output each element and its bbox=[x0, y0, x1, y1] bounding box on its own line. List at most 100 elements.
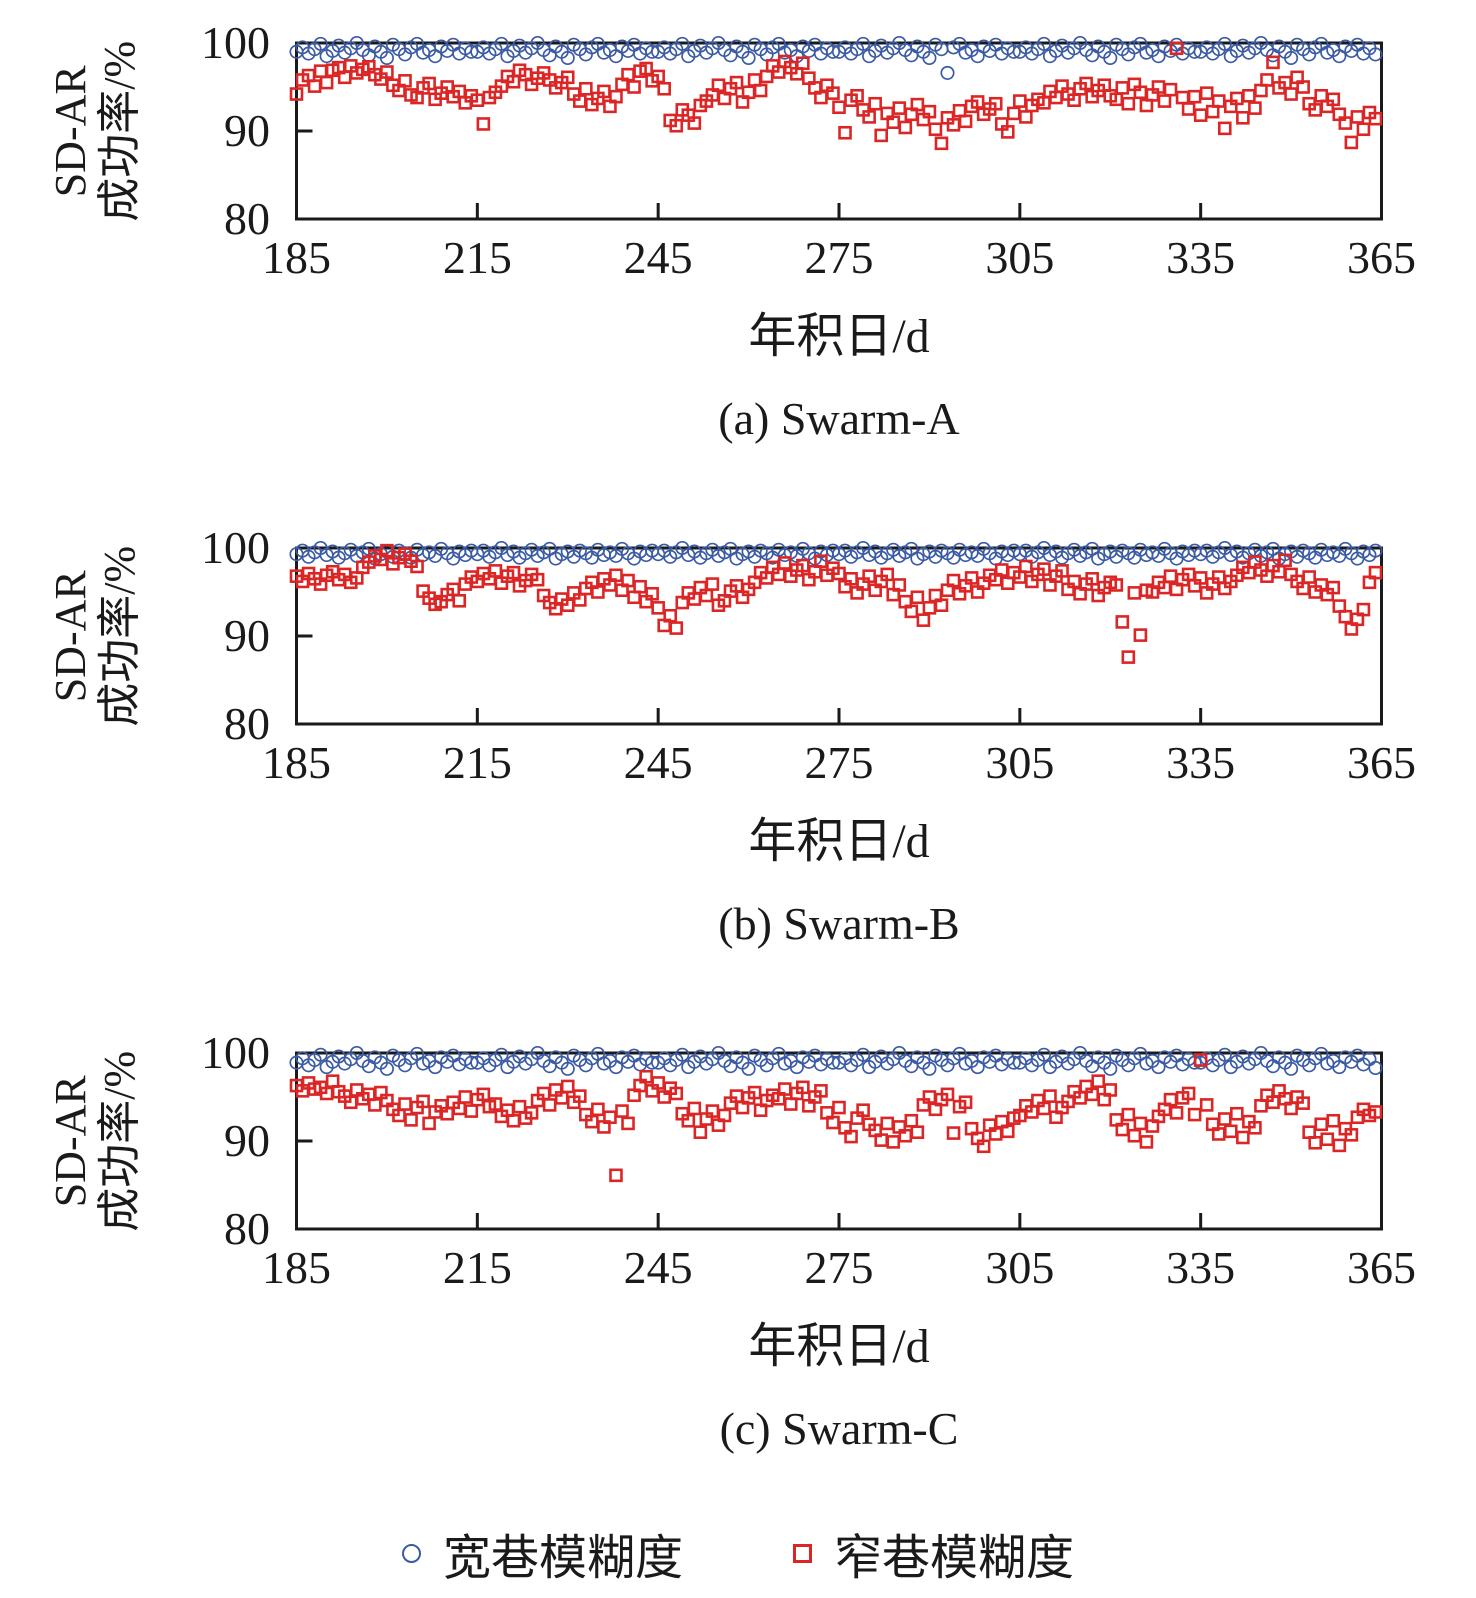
narrow-lane-point bbox=[573, 1089, 587, 1103]
narrow-lane-point bbox=[681, 1113, 696, 1128]
narrow-lane-point bbox=[1193, 108, 1208, 122]
legend: 宽巷模糊度 窄巷模糊度 bbox=[0, 1518, 1476, 1588]
narrow-lane-point bbox=[1248, 1121, 1262, 1135]
narrow-lane-point bbox=[1133, 1116, 1148, 1131]
narrow-lane-point bbox=[669, 621, 684, 635]
narrow-lane-point bbox=[1368, 565, 1383, 580]
narrow-lane-point bbox=[1109, 578, 1124, 592]
narrow-lane-point bbox=[1121, 1107, 1136, 1122]
narrow-lane-square-marker-icon bbox=[793, 1543, 812, 1563]
narrow-lane-point bbox=[844, 1129, 858, 1144]
wide-lane-point bbox=[922, 1061, 937, 1076]
narrow-lane-point bbox=[892, 101, 907, 115]
narrow-lane-point bbox=[777, 556, 792, 570]
narrow-lane-point bbox=[850, 88, 864, 103]
narrow-lane-point bbox=[934, 598, 949, 613]
wide-lane-point bbox=[1187, 44, 1202, 59]
y-tick-label: 100 bbox=[201, 1027, 270, 1078]
y-axis-label-line1: SD-AR bbox=[45, 64, 95, 198]
narrow-lane-point bbox=[1157, 94, 1172, 108]
narrow-lane-point bbox=[1236, 1130, 1250, 1145]
narrow-lane-point bbox=[747, 1085, 762, 1100]
subplot-caption-b: (b) Swarm-B bbox=[718, 898, 960, 949]
narrow-lane-point bbox=[1296, 80, 1310, 94]
narrow-lane-point bbox=[1181, 102, 1196, 116]
wide-lane-point bbox=[1036, 36, 1051, 51]
narrow-lane-point bbox=[615, 1104, 629, 1118]
narrow-lane-point bbox=[524, 1106, 539, 1120]
wide-lane-point bbox=[741, 50, 756, 66]
narrow-lane-point bbox=[916, 613, 931, 627]
narrow-lane-point bbox=[651, 69, 665, 84]
x-tick-label: 215 bbox=[442, 232, 512, 283]
narrow-lane-point bbox=[922, 601, 937, 615]
narrow-lane-point bbox=[560, 1079, 575, 1094]
narrow-lane-point bbox=[753, 83, 768, 98]
scatter-plot-swarm-b bbox=[289, 540, 1383, 726]
wide-lane-point bbox=[464, 1055, 479, 1070]
narrow-lane-point bbox=[1302, 570, 1316, 584]
narrow-lane-point bbox=[591, 585, 605, 599]
figure-panel-swarm-b: SD-AR 成功率/% 100 90 80 185 215 245 275 305 335 36… bbox=[0, 505, 1476, 1010]
narrow-lane-point bbox=[1224, 1124, 1238, 1139]
narrow-lane-point bbox=[1091, 1074, 1105, 1088]
x-tick-label: 365 bbox=[1347, 232, 1416, 283]
narrow-lane-point bbox=[826, 86, 840, 100]
narrow-lane-point bbox=[422, 1116, 436, 1131]
narrow-lane-point bbox=[862, 110, 876, 124]
narrow-lane-point bbox=[398, 74, 412, 88]
legend-item-narrow-lane: 窄巷模糊度 bbox=[793, 1518, 1074, 1588]
narrow-lane-point bbox=[946, 1126, 961, 1140]
wide-lane-circle-marker-icon bbox=[401, 1543, 421, 1563]
wide-lane-point bbox=[856, 36, 871, 51]
y-axis-label-line2: 成功率/% bbox=[94, 1050, 144, 1232]
x-tick-label: 185 bbox=[262, 737, 331, 788]
narrow-lane-point bbox=[1121, 96, 1136, 111]
narrow-lane-point bbox=[976, 1139, 991, 1154]
wide-lane-point bbox=[1103, 50, 1118, 66]
narrow-lane-point bbox=[1314, 1117, 1329, 1132]
narrow-lane-point bbox=[1217, 1112, 1232, 1126]
narrow-lane-point bbox=[832, 100, 846, 115]
narrow-lane-point bbox=[289, 87, 304, 101]
narrow-lane-point bbox=[313, 64, 328, 78]
wide-lane-point bbox=[1217, 1047, 1232, 1062]
narrow-lane-point bbox=[1115, 615, 1130, 629]
narrow-lane-point bbox=[856, 1103, 870, 1118]
y-tick-label: 90 bbox=[224, 105, 270, 156]
narrow-lane-point bbox=[838, 125, 852, 140]
narrow-lane-point bbox=[452, 593, 467, 608]
x-tick-label: 305 bbox=[985, 1242, 1055, 1293]
narrow-lane-point bbox=[796, 56, 810, 71]
plot-border bbox=[295, 41, 1383, 221]
x-tick-label: 275 bbox=[804, 737, 874, 788]
narrow-lane-point bbox=[958, 114, 973, 129]
narrow-lane-point bbox=[609, 89, 623, 104]
narrow-lane-point bbox=[319, 75, 334, 90]
narrow-lane-point bbox=[958, 1095, 973, 1110]
wide-lane-point bbox=[645, 44, 660, 59]
narrow-lane-point bbox=[1055, 564, 1069, 578]
narrow-lane-point bbox=[542, 1098, 557, 1112]
narrow-lane-point bbox=[663, 608, 678, 623]
wide-lane-point bbox=[1036, 1047, 1051, 1062]
x-tick-label: 245 bbox=[623, 232, 693, 283]
narrow-lane-point bbox=[1103, 1083, 1118, 1097]
narrow-lane-point bbox=[1187, 1107, 1202, 1122]
x-tick-label: 215 bbox=[442, 737, 512, 788]
narrow-lane-point bbox=[645, 586, 659, 601]
narrow-lane-point bbox=[705, 577, 720, 591]
narrow-lane-point bbox=[476, 117, 491, 131]
y-tick-label: 80 bbox=[224, 698, 270, 749]
figure-panel-swarm-c: SD-AR 成功率/% 100 90 80 185 215 245 275 305 335 36… bbox=[0, 1010, 1476, 1515]
narrow-lane-point bbox=[832, 1100, 846, 1115]
narrow-lane-point bbox=[796, 1080, 810, 1095]
narrow-lane-point bbox=[687, 116, 702, 130]
y-tick-label: 90 bbox=[224, 610, 270, 661]
y-axis-ticks: 100 90 80 bbox=[140, 522, 280, 749]
x-tick-label: 215 bbox=[442, 1242, 512, 1293]
narrow-lane-point bbox=[1320, 1132, 1335, 1147]
narrow-lane-point bbox=[1368, 111, 1383, 126]
narrow-lane-point bbox=[591, 1102, 605, 1117]
narrow-lane-point bbox=[1133, 628, 1148, 642]
